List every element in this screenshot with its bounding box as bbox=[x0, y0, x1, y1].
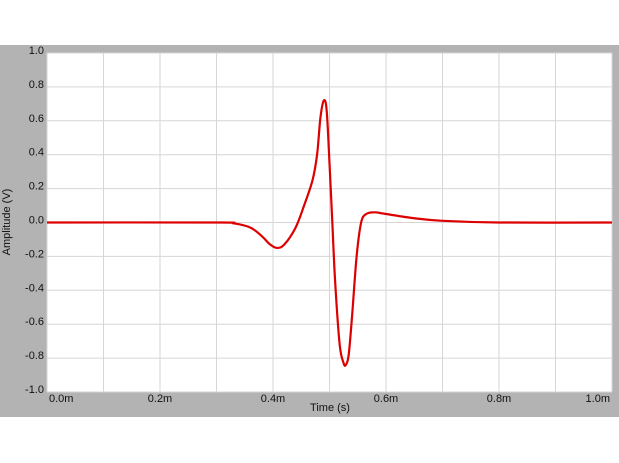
series-line bbox=[46, 99, 613, 367]
y-axis-label: Amplitude (V) bbox=[1, 189, 13, 256]
x-axis-label: Time (s) bbox=[310, 402, 350, 414]
x-tick-label: 0.2m bbox=[148, 393, 172, 405]
y-tick-label: 0.4 bbox=[29, 147, 44, 159]
y-tick-label: 1.0 bbox=[29, 45, 44, 57]
y-tick-label: 0.6 bbox=[29, 113, 44, 125]
x-tick-label: 0.8m bbox=[487, 393, 511, 405]
y-tick-label: -0.8 bbox=[25, 350, 44, 362]
y-tick-label: -0.2 bbox=[25, 248, 44, 260]
y-tick-label: -1.0 bbox=[25, 384, 44, 396]
x-tick-label: 0.6m bbox=[374, 393, 398, 405]
y-tick-label: 0.0 bbox=[29, 215, 44, 227]
y-tick-label: -0.6 bbox=[25, 316, 44, 328]
x-tick-label: 1.0m bbox=[586, 393, 610, 405]
y-tick-label: -0.4 bbox=[25, 282, 44, 294]
x-tick-label: 0.0m bbox=[49, 393, 73, 405]
y-tick-label: 0.2 bbox=[29, 181, 44, 193]
y-tick-label: 0.8 bbox=[29, 79, 44, 91]
x-tick-label: 0.4m bbox=[261, 393, 285, 405]
